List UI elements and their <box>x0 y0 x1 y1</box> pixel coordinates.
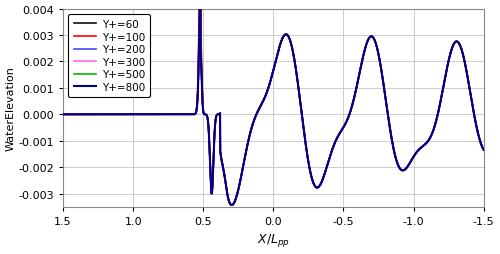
Y+=500 <box>312 185 318 188</box>
Y+=800 <box>312 185 318 188</box>
Y+=200 <box>374 47 380 50</box>
Y+=300 <box>312 185 318 188</box>
Y+=100 <box>136 113 142 116</box>
Y+=60 <box>374 47 380 50</box>
Y+=300 <box>480 149 486 152</box>
Y+=800 <box>334 138 340 141</box>
Line: Y+=100: Y+=100 <box>63 0 484 205</box>
Y+=60 <box>406 163 412 166</box>
Line: Y+=200: Y+=200 <box>63 0 484 205</box>
Y+=100 <box>312 185 318 188</box>
Y+=200 <box>334 138 340 141</box>
Y+=800 <box>60 113 66 116</box>
Y+=500 <box>406 163 412 166</box>
Y+=500 <box>229 204 235 207</box>
Y+=60 <box>136 113 142 116</box>
Y+=200 <box>406 163 412 166</box>
Y+=100 <box>221 170 227 173</box>
Y+=60 <box>221 170 227 173</box>
Y+=300 <box>406 163 412 166</box>
Y+=800 <box>406 163 412 166</box>
Y+=100 <box>480 149 486 152</box>
Y+=800 <box>229 204 235 207</box>
Y+=500 <box>480 149 486 152</box>
Y+=100 <box>60 113 66 116</box>
Line: Y+=500: Y+=500 <box>63 0 484 205</box>
Y+=200 <box>221 170 227 173</box>
Y+=300 <box>374 47 380 50</box>
Y+=300 <box>136 113 142 116</box>
Y+=200 <box>60 113 66 116</box>
Y+=300 <box>60 113 66 116</box>
Y+=800 <box>221 170 227 173</box>
Y+=800 <box>480 149 486 152</box>
Y+=500 <box>60 113 66 116</box>
Y+=800 <box>374 47 380 50</box>
X-axis label: $X/L_{pp}$: $X/L_{pp}$ <box>257 232 290 248</box>
Y+=200 <box>312 185 318 188</box>
Y+=100 <box>374 47 380 50</box>
Y+=60 <box>60 113 66 116</box>
Line: Y+=800: Y+=800 <box>63 0 484 205</box>
Y+=500 <box>374 47 380 50</box>
Y+=500 <box>221 170 227 173</box>
Y+=300 <box>221 170 227 173</box>
Y+=500 <box>136 113 142 116</box>
Y+=300 <box>334 138 340 141</box>
Line: Y+=300: Y+=300 <box>63 0 484 205</box>
Y+=100 <box>406 163 412 166</box>
Line: Y+=60: Y+=60 <box>63 0 484 205</box>
Y+=200 <box>229 204 235 207</box>
Y+=100 <box>229 204 235 207</box>
Legend: Y+=60, Y+=100, Y+=200, Y+=300, Y+=500, Y+=800: Y+=60, Y+=100, Y+=200, Y+=300, Y+=500, Y… <box>68 15 150 98</box>
Y+=500 <box>334 138 340 141</box>
Y+=100 <box>334 138 340 141</box>
Y+=60 <box>480 149 486 152</box>
Y-axis label: WaterElevation: WaterElevation <box>6 66 16 151</box>
Y+=800 <box>136 113 142 116</box>
Y+=200 <box>136 113 142 116</box>
Y+=60 <box>312 185 318 188</box>
Y+=60 <box>334 138 340 141</box>
Y+=300 <box>229 204 235 207</box>
Y+=200 <box>480 149 486 152</box>
Y+=60 <box>229 204 235 207</box>
